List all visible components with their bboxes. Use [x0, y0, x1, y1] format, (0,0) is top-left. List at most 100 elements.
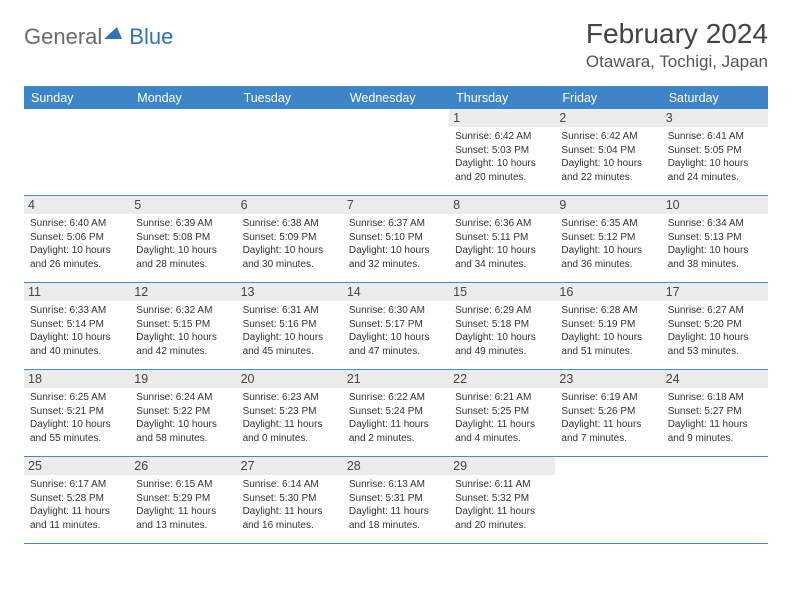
day-number: 16	[555, 283, 661, 301]
day-number: 6	[237, 196, 343, 214]
day-info: Sunrise: 6:22 AMSunset: 5:24 PMDaylight:…	[349, 391, 443, 445]
sunset-text: Sunset: 5:18 PM	[455, 318, 549, 332]
daylight-text: Daylight: 10 hours and 49 minutes.	[455, 331, 549, 358]
day-number: 23	[555, 370, 661, 388]
week-row: 18Sunrise: 6:25 AMSunset: 5:21 PMDayligh…	[24, 370, 768, 457]
day-info: Sunrise: 6:25 AMSunset: 5:21 PMDaylight:…	[30, 391, 124, 445]
day-number	[24, 109, 130, 127]
day-info: Sunrise: 6:42 AMSunset: 5:04 PMDaylight:…	[561, 130, 655, 184]
daylight-text: Daylight: 10 hours and 20 minutes.	[455, 157, 549, 184]
sunrise-text: Sunrise: 6:24 AM	[136, 391, 230, 405]
day-cell: 4 Sunrise: 6:40 AMSunset: 5:06 PMDaylight…	[24, 196, 130, 282]
day-cell: 15Sunrise: 6:29 AMSunset: 5:18 PMDayligh…	[449, 283, 555, 369]
daylight-text: Daylight: 10 hours and 24 minutes.	[668, 157, 762, 184]
sunrise-text: Sunrise: 6:42 AM	[561, 130, 655, 144]
day-info: Sunrise: 6:27 AMSunset: 5:20 PMDaylight:…	[668, 304, 762, 358]
sunrise-text: Sunrise: 6:36 AM	[455, 217, 549, 231]
daylight-text: Daylight: 10 hours and 45 minutes.	[243, 331, 337, 358]
day-number: 20	[237, 370, 343, 388]
day-info: Sunrise: 6:37 AMSunset: 5:10 PMDaylight:…	[349, 217, 443, 271]
day-info: Sunrise: 6:41 AMSunset: 5:05 PMDaylight:…	[668, 130, 762, 184]
day-cell: 26Sunrise: 6:15 AMSunset: 5:29 PMDayligh…	[130, 457, 236, 543]
day-info: Sunrise: 6:32 AMSunset: 5:15 PMDaylight:…	[136, 304, 230, 358]
day-cell: 18Sunrise: 6:25 AMSunset: 5:21 PMDayligh…	[24, 370, 130, 456]
day-number: 10	[662, 196, 768, 214]
daylight-text: Daylight: 10 hours and 30 minutes.	[243, 244, 337, 271]
day-info: Sunrise: 6:34 AMSunset: 5:13 PMDaylight:…	[668, 217, 762, 271]
week-row: 1Sunrise: 6:42 AMSunset: 5:03 PMDaylight…	[24, 109, 768, 196]
sunrise-text: Sunrise: 6:39 AM	[136, 217, 230, 231]
day-info: Sunrise: 6:28 AMSunset: 5:19 PMDaylight:…	[561, 304, 655, 358]
day-number	[237, 109, 343, 127]
sunset-text: Sunset: 5:17 PM	[349, 318, 443, 332]
logo: General Blue	[24, 18, 173, 50]
sunset-text: Sunset: 5:09 PM	[243, 231, 337, 245]
day-number: 4	[24, 196, 130, 214]
sunrise-text: Sunrise: 6:37 AM	[349, 217, 443, 231]
weekday-header: Wednesday	[343, 87, 449, 109]
day-cell: 19Sunrise: 6:24 AMSunset: 5:22 PMDayligh…	[130, 370, 236, 456]
day-number: 27	[237, 457, 343, 475]
day-info: Sunrise: 6:38 AMSunset: 5:09 PMDaylight:…	[243, 217, 337, 271]
sunset-text: Sunset: 5:30 PM	[243, 492, 337, 506]
day-cell: 22Sunrise: 6:21 AMSunset: 5:25 PMDayligh…	[449, 370, 555, 456]
sunset-text: Sunset: 5:21 PM	[30, 405, 124, 419]
sunset-text: Sunset: 5:08 PM	[136, 231, 230, 245]
day-number: 25	[24, 457, 130, 475]
daylight-text: Daylight: 11 hours and 4 minutes.	[455, 418, 549, 445]
day-number	[343, 109, 449, 127]
day-cell	[130, 109, 236, 195]
day-cell: 17Sunrise: 6:27 AMSunset: 5:20 PMDayligh…	[662, 283, 768, 369]
sunrise-text: Sunrise: 6:23 AM	[243, 391, 337, 405]
sunrise-text: Sunrise: 6:17 AM	[30, 478, 124, 492]
day-number: 24	[662, 370, 768, 388]
sunrise-text: Sunrise: 6:19 AM	[561, 391, 655, 405]
title-block: February 2024 Otawara, Tochigi, Japan	[586, 18, 768, 72]
day-info: Sunrise: 6:18 AMSunset: 5:27 PMDaylight:…	[668, 391, 762, 445]
sunrise-text: Sunrise: 6:21 AM	[455, 391, 549, 405]
sunset-text: Sunset: 5:14 PM	[30, 318, 124, 332]
sunset-text: Sunset: 5:23 PM	[243, 405, 337, 419]
sunset-text: Sunset: 5:06 PM	[30, 231, 124, 245]
sunset-text: Sunset: 5:16 PM	[243, 318, 337, 332]
day-number: 19	[130, 370, 236, 388]
sunrise-text: Sunrise: 6:40 AM	[30, 217, 124, 231]
sunrise-text: Sunrise: 6:14 AM	[243, 478, 337, 492]
day-cell: 5Sunrise: 6:39 AMSunset: 5:08 PMDaylight…	[130, 196, 236, 282]
sunrise-text: Sunrise: 6:11 AM	[455, 478, 549, 492]
day-cell: 28Sunrise: 6:13 AMSunset: 5:31 PMDayligh…	[343, 457, 449, 543]
day-number	[555, 457, 661, 475]
day-cell: 16 Sunrise: 6:28 AMSunset: 5:19 PMDayligh…	[555, 283, 661, 369]
weekday-header: Monday	[130, 87, 236, 109]
sunset-text: Sunset: 5:20 PM	[668, 318, 762, 332]
day-cell: 27 Sunrise: 6:14 AMSunset: 5:30 PMDayligh…	[237, 457, 343, 543]
sunrise-text: Sunrise: 6:30 AM	[349, 304, 443, 318]
day-info: Sunrise: 6:11 AMSunset: 5:32 PMDaylight:…	[455, 478, 549, 532]
sunrise-text: Sunrise: 6:27 AM	[668, 304, 762, 318]
daylight-text: Daylight: 11 hours and 2 minutes.	[349, 418, 443, 445]
day-info: Sunrise: 6:13 AMSunset: 5:31 PMDaylight:…	[349, 478, 443, 532]
day-number: 2	[555, 109, 661, 127]
weekday-header: Sunday	[24, 87, 130, 109]
day-cell: 11Sunrise: 6:33 AMSunset: 5:14 PMDayligh…	[24, 283, 130, 369]
day-info: Sunrise: 6:40 AMSunset: 5:06 PMDaylight:…	[30, 217, 124, 271]
page-header: General Blue February 2024 Otawara, Toch…	[24, 18, 768, 72]
day-info: Sunrise: 6:42 AMSunset: 5:03 PMDaylight:…	[455, 130, 549, 184]
day-info: Sunrise: 6:23 AMSunset: 5:23 PMDaylight:…	[243, 391, 337, 445]
day-cell: 9Sunrise: 6:35 AMSunset: 5:12 PMDaylight…	[555, 196, 661, 282]
day-info: Sunrise: 6:17 AMSunset: 5:28 PMDaylight:…	[30, 478, 124, 532]
sunset-text: Sunset: 5:19 PM	[561, 318, 655, 332]
daylight-text: Daylight: 11 hours and 7 minutes.	[561, 418, 655, 445]
day-info: Sunrise: 6:36 AMSunset: 5:11 PMDaylight:…	[455, 217, 549, 271]
sunset-text: Sunset: 5:28 PM	[30, 492, 124, 506]
sunrise-text: Sunrise: 6:35 AM	[561, 217, 655, 231]
sunrise-text: Sunrise: 6:25 AM	[30, 391, 124, 405]
sunset-text: Sunset: 5:29 PM	[136, 492, 230, 506]
daylight-text: Daylight: 10 hours and 58 minutes.	[136, 418, 230, 445]
day-number: 29	[449, 457, 555, 475]
day-info: Sunrise: 6:29 AMSunset: 5:18 PMDaylight:…	[455, 304, 549, 358]
day-info: Sunrise: 6:14 AMSunset: 5:30 PMDaylight:…	[243, 478, 337, 532]
day-number: 3	[662, 109, 768, 127]
day-number: 26	[130, 457, 236, 475]
sunset-text: Sunset: 5:31 PM	[349, 492, 443, 506]
